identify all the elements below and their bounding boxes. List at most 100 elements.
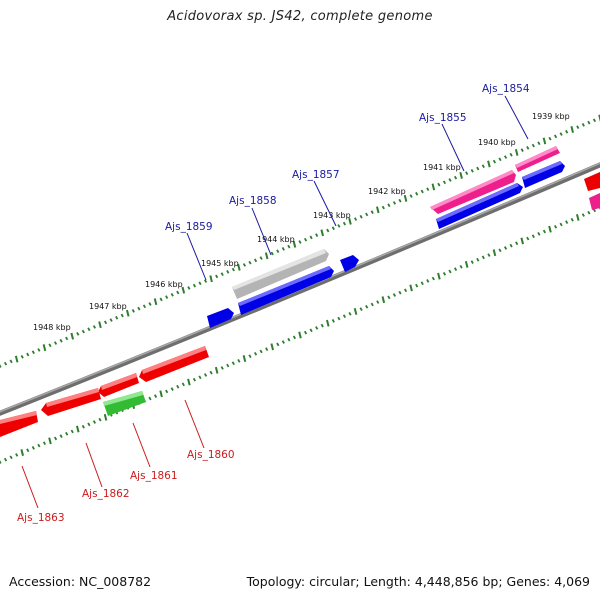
tick-mark (31, 350, 35, 355)
tick-mark (209, 275, 213, 283)
tick-mark (565, 129, 569, 134)
tick-mark (403, 194, 408, 202)
tick-mark (448, 269, 452, 274)
tick-marks (0, 114, 600, 464)
tick-mark (20, 449, 24, 457)
tick-mark (153, 394, 158, 398)
tick-mark (370, 210, 374, 214)
tick-mark (9, 455, 13, 460)
tick-mark (542, 229, 547, 234)
topology-text: Topology: circular; Length: 4,448,856 bp… (246, 574, 590, 589)
tick-mark (415, 283, 419, 288)
tick-mark (198, 281, 202, 286)
tick-mark (376, 206, 380, 214)
tick-mark (92, 325, 97, 329)
tick-mark (281, 340, 285, 344)
tick-mark (281, 247, 285, 251)
tick-mark (542, 137, 547, 145)
tick-mark (148, 302, 152, 306)
tick-mark (392, 293, 397, 297)
kbp-label-1940: 1940 kbp (478, 138, 516, 147)
kbp-label-1939: 1939 kbp (532, 112, 570, 121)
tick-mark (292, 240, 297, 248)
tick-mark (464, 261, 469, 268)
gene-ajs-1863[interactable] (0, 411, 38, 437)
gene-ajs-1856[interactable] (436, 183, 523, 229)
tick-mark (548, 225, 552, 233)
tick-mark (387, 203, 391, 208)
tick-mark (76, 425, 80, 433)
tick-mark (264, 252, 269, 260)
kbp-label-1947: 1947 kbp (89, 302, 127, 311)
gene-ajs-1853[interactable] (522, 161, 565, 188)
tick-mark (520, 237, 524, 245)
tick-mark (70, 332, 74, 340)
tick-mark (259, 256, 263, 260)
tick-mark (320, 229, 324, 237)
gene-label-ajs-1854: Ajs_1854 (482, 83, 530, 95)
gene-ajs-1857[interactable] (340, 255, 359, 272)
gene-edge-red[interactable] (584, 172, 600, 191)
tick-mark (481, 255, 485, 260)
tick-mark (353, 308, 358, 315)
tick-mark (181, 286, 186, 294)
tick-mark (170, 292, 174, 297)
tick-mark (181, 382, 185, 387)
tick-mark (587, 210, 591, 215)
tick-mark (426, 187, 430, 192)
tick-mark (153, 298, 158, 306)
tick-mark (303, 237, 308, 242)
tick-mark (315, 233, 319, 237)
gene-edge-magenta[interactable] (589, 193, 600, 210)
tick-mark (309, 328, 313, 333)
gene-labels: Ajs_1854 Ajs_1855 Ajs_1857 Ajs_1858 Ajs_… (17, 83, 530, 524)
tick-mark (270, 251, 274, 256)
tick-mark (459, 171, 463, 179)
tick-mark (87, 422, 91, 427)
tick-mark (292, 335, 297, 340)
tick-mark (42, 344, 47, 352)
gene-label-ajs-1855: Ajs_1855 (419, 112, 467, 124)
tick-mark (237, 263, 241, 271)
tick-mark (337, 316, 341, 321)
tick-mark (415, 191, 419, 196)
tick-mark (326, 319, 330, 327)
gene-ajs-1861b[interactable] (103, 391, 146, 416)
tick-mark (470, 168, 474, 173)
tick-mark (353, 217, 358, 221)
tick-mark (509, 243, 513, 248)
tick-mark (320, 323, 324, 328)
kbp-label-1942: 1942 kbp (368, 187, 406, 196)
tick-mark (570, 217, 574, 222)
tick-mark (481, 164, 485, 169)
tick-mark (298, 240, 302, 244)
tick-mark (514, 149, 519, 156)
tick-mark (298, 331, 302, 339)
tick-mark (387, 295, 391, 300)
tick-mark (287, 244, 291, 249)
gene-ajs-1858b[interactable] (238, 266, 334, 315)
tick-mark (242, 263, 247, 267)
tick-mark (203, 279, 208, 283)
tick-mark (315, 326, 319, 330)
tick-mark (248, 354, 252, 359)
gene-ajs-1859[interactable] (207, 308, 234, 328)
tick-mark (531, 143, 535, 148)
tick-mark (476, 257, 480, 262)
gene-label-ajs-1858: Ajs_1858 (229, 195, 277, 207)
tick-mark (409, 284, 413, 292)
tick-mark (165, 295, 169, 299)
tick-mark (420, 189, 424, 194)
kbp-label-1945: 1945 kbp (201, 259, 239, 268)
tick-mark (214, 366, 219, 374)
tick-mark (265, 347, 269, 351)
tick-mark (148, 396, 152, 401)
tick-mark (576, 213, 580, 221)
tick-mark (37, 348, 41, 352)
tick-mark (509, 152, 513, 157)
tick-mark (409, 194, 413, 198)
kbp-label-1944: 1944 kbp (257, 235, 295, 244)
tick-mark (526, 146, 530, 150)
gene-label-ajs-1863: Ajs_1863 (17, 512, 65, 524)
